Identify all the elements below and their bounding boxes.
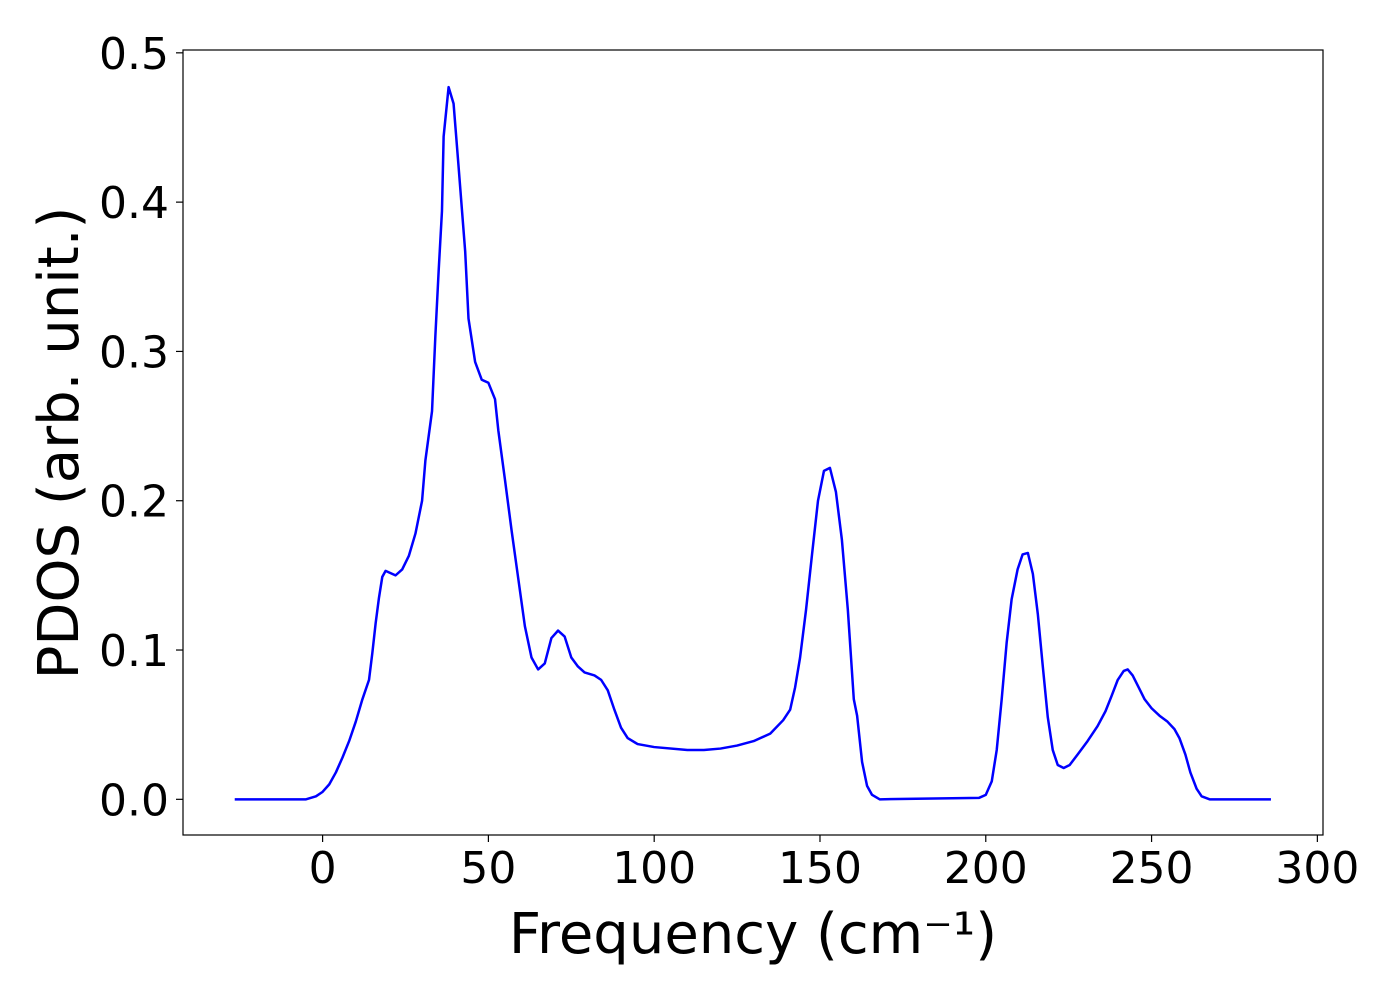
y-tick-label: 0.4 — [99, 178, 169, 229]
plot-frame — [182, 49, 1324, 836]
data-line — [234, 85, 1271, 801]
y-tick-label: 0.2 — [99, 477, 169, 528]
x-tick-label: 200 — [944, 843, 1028, 894]
x-tick-label: 100 — [612, 843, 696, 894]
y-tick-label: 0.5 — [99, 29, 169, 80]
x-tick-label: 50 — [460, 843, 516, 894]
y-tick-label: 0.1 — [99, 626, 169, 677]
y-tick-label: 0.3 — [99, 327, 169, 378]
x-tick-label: 150 — [778, 843, 862, 894]
x-axis-label: Frequency (cm⁻¹) — [509, 902, 997, 967]
y-axis-label: PDOS (arb. unit.) — [27, 207, 92, 680]
y-tick-label: 0.0 — [99, 775, 169, 826]
x-tick-label: 250 — [1110, 843, 1194, 894]
x-tick-label: 300 — [1275, 843, 1359, 894]
x-tick-label: 0 — [309, 843, 337, 894]
